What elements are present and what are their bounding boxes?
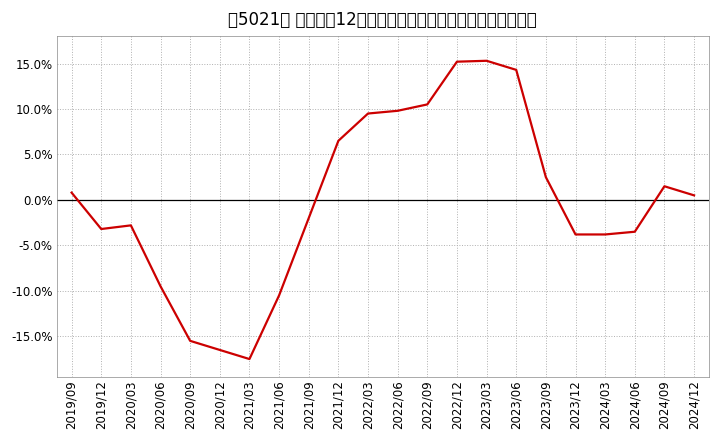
Title: ［5021］ 売上高の12か月移動合計の対前年同期増減率の推移: ［5021］ 売上高の12か月移動合計の対前年同期増減率の推移	[228, 11, 537, 29]
